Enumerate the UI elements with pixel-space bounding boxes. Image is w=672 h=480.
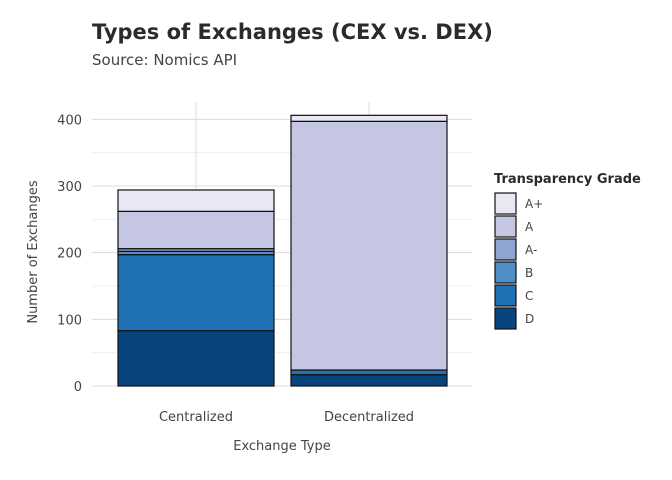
legend-swatch [494,307,517,330]
bars [117,114,448,387]
legend-title: Transparency Grade [494,172,641,187]
legend-label: A- [525,243,537,257]
bar-segment-centralized-a [117,210,275,250]
legend-swatch [494,215,517,238]
bar-segment-centralized-aplus [117,189,275,212]
bar-segment-decentralized-a [290,120,448,371]
y-tick-label: 0 [74,380,82,395]
x-tick-label: Decentralized [324,410,414,425]
bar-segment-decentralized-aplus [290,114,448,122]
legend-swatch [494,238,517,261]
chart-title: Types of Exchanges (CEX vs. DEX) [92,20,493,44]
legend-label: A+ [525,197,543,211]
x-axis-title: Exchange Type [233,439,331,454]
legend-label: B [525,266,533,280]
x-axis-ticks: Centralized Decentralized [159,410,414,425]
y-axis-ticks: 0 100 200 300 400 [57,113,82,395]
legend-label: C [525,289,533,303]
legend-label: D [525,312,534,326]
x-tick-label: Centralized [159,410,233,425]
y-axis-title: Number of Exchanges [26,180,41,324]
chart-subtitle: Source: Nomics API [92,51,238,69]
y-tick-label: 300 [57,180,82,195]
y-tick-label: 100 [57,313,82,328]
y-tick-label: 200 [57,247,82,262]
bar-segment-centralized-c [117,254,275,332]
legend-label: A [525,220,534,234]
legend: Transparency Grade A+ A A- BCD [494,172,641,330]
legend-swatch [494,261,517,284]
bar-segment-centralized-d [117,330,275,387]
legend-swatch [494,192,517,215]
legend-swatch [494,284,517,307]
y-tick-label: 400 [57,113,82,128]
bar-segment-decentralized-d [290,374,448,387]
bar-segment-decentralized-c [290,369,448,376]
